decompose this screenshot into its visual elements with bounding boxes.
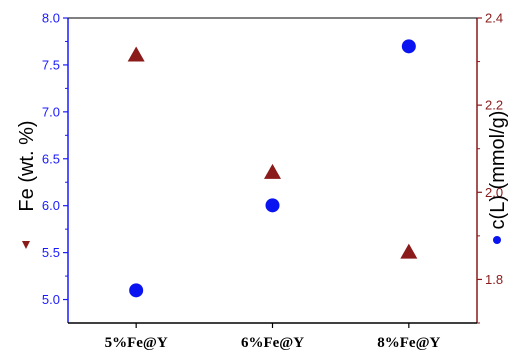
data-marks [127,39,418,298]
cl-circle-point [129,283,144,298]
right-tick-label: 2.4 [485,11,503,26]
left-legend-triangle-icon [22,241,30,249]
right-legend-circle-icon [493,236,501,244]
fe-wt-triangle-point [127,46,145,62]
x-category-label: 6%Fe@Y [241,335,304,351]
right-axis-title: c(L) (mmol/g) [487,111,508,230]
right-tick-label: 1.8 [485,272,503,287]
cl-circle-point [401,39,416,54]
left-tick-label: 6.5 [42,151,60,166]
x-category-label: 5%Fe@Y [105,335,168,351]
left-axis-title-group: Fe (wt. %) [16,120,38,249]
x-axis-ticks: 5%Fe@Y 6%Fe@Y 8%Fe@Y [105,323,441,351]
left-tick-label: 7.5 [42,57,60,72]
left-tick-label: 6.0 [42,198,60,213]
right-axis-title-group: c(L) (mmol/g) [487,111,508,244]
cl-circle-point [265,198,280,213]
right-tick-label: 2.2 [485,98,503,113]
fe-wt-triangle-point [400,243,418,259]
left-tick-label: 5.5 [42,245,60,260]
x-category-label: 8%Fe@Y [377,335,440,351]
left-tick-label: 7.0 [42,104,60,119]
fe-wt-triangle-point [264,163,281,179]
left-axis-title: Fe (wt. %) [16,120,38,211]
right-axis-ticks: 1.8 2.0 2.2 2.4 [477,11,503,324]
left-axis-ticks: 5.0 5.5 6.0 6.5 7.0 7.5 8.0 [42,11,68,307]
right-tick-label: 2.0 [485,185,503,200]
left-tick-label: 5.0 [42,292,60,307]
left-tick-label: 8.0 [42,11,60,26]
